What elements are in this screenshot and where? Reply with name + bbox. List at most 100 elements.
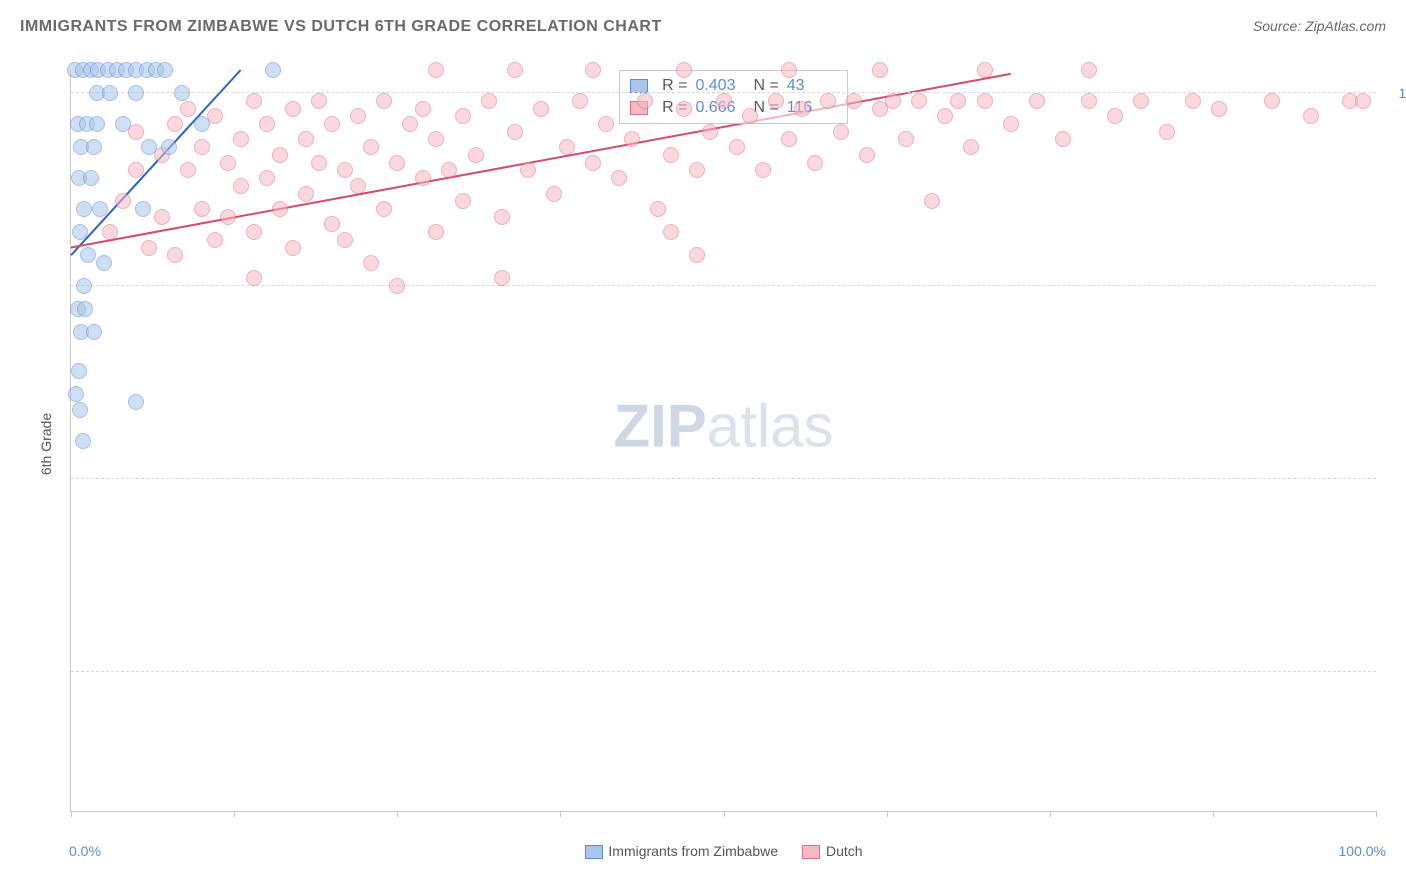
data-point <box>135 201 151 217</box>
data-point <box>494 209 510 225</box>
x-tick <box>887 811 888 817</box>
data-point <box>1264 93 1280 109</box>
data-point <box>72 224 88 240</box>
x-tick <box>1376 811 1377 817</box>
data-point <box>96 255 112 271</box>
data-point <box>520 162 536 178</box>
data-point <box>650 201 666 217</box>
data-point <box>72 402 88 418</box>
data-point <box>207 232 223 248</box>
data-point <box>161 139 177 155</box>
data-point <box>702 124 718 140</box>
data-point <box>676 62 692 78</box>
data-point <box>977 93 993 109</box>
x-tick <box>724 811 725 817</box>
data-point <box>265 62 281 78</box>
legend-swatch <box>584 845 602 859</box>
data-point <box>115 193 131 209</box>
x-axis-max-label: 100.0% <box>1339 843 1386 859</box>
data-point <box>572 93 588 109</box>
data-point <box>75 433 91 449</box>
data-point <box>174 85 190 101</box>
y-axis-label: 6th Grade <box>38 412 54 474</box>
data-point <box>194 139 210 155</box>
data-point <box>83 170 99 186</box>
data-point <box>937 108 953 124</box>
data-point <box>507 124 523 140</box>
data-point <box>729 139 745 155</box>
data-point <box>350 108 366 124</box>
chart-area: 6th Grade ZIPatlas R =0.403N =43R =0.666… <box>20 55 1376 832</box>
data-point <box>885 93 901 109</box>
data-point <box>820 93 836 109</box>
data-point <box>768 93 784 109</box>
legend-label: Immigrants from Zimbabwe <box>608 843 778 859</box>
data-point <box>598 116 614 132</box>
y-tick-label: 100.0% <box>1386 85 1406 101</box>
data-point <box>872 62 888 78</box>
gridline: 95.0% <box>71 478 1376 479</box>
y-tick-label: 97.5% <box>1386 278 1406 294</box>
data-point <box>663 147 679 163</box>
data-point <box>428 224 444 240</box>
x-tick <box>1050 811 1051 817</box>
data-point <box>455 193 471 209</box>
data-point <box>807 155 823 171</box>
data-point <box>781 131 797 147</box>
gridline: 97.5% <box>71 285 1376 286</box>
data-point <box>494 270 510 286</box>
data-point <box>337 162 353 178</box>
data-point <box>337 232 353 248</box>
data-point <box>507 62 523 78</box>
data-point <box>76 278 92 294</box>
data-point <box>585 155 601 171</box>
data-point <box>350 178 366 194</box>
data-point <box>663 224 679 240</box>
data-point <box>68 386 84 402</box>
data-point <box>86 324 102 340</box>
data-point <box>246 224 262 240</box>
data-point <box>92 201 108 217</box>
data-point <box>86 139 102 155</box>
x-tick <box>234 811 235 817</box>
data-point <box>298 186 314 202</box>
data-point <box>76 201 92 217</box>
data-point <box>624 131 640 147</box>
data-point <box>1003 116 1019 132</box>
data-point <box>272 147 288 163</box>
data-point <box>1107 108 1123 124</box>
data-point <box>246 93 262 109</box>
data-point <box>272 201 288 217</box>
data-point <box>80 247 96 263</box>
x-tick <box>71 811 72 817</box>
data-point <box>115 116 131 132</box>
data-point <box>102 85 118 101</box>
data-point <box>977 62 993 78</box>
data-point <box>259 170 275 186</box>
data-point <box>533 101 549 117</box>
data-point <box>1133 93 1149 109</box>
data-point <box>285 101 301 117</box>
data-point <box>180 162 196 178</box>
chart-title: IMMIGRANTS FROM ZIMBABWE VS DUTCH 6TH GR… <box>20 18 662 36</box>
data-point <box>963 139 979 155</box>
data-point <box>846 93 862 109</box>
data-point <box>950 93 966 109</box>
data-point <box>128 85 144 101</box>
watermark: ZIPatlas <box>613 391 833 460</box>
x-tick <box>397 811 398 817</box>
data-point <box>468 147 484 163</box>
data-point <box>1303 108 1319 124</box>
data-point <box>363 139 379 155</box>
data-point <box>220 155 236 171</box>
data-point <box>676 101 692 117</box>
data-point <box>157 62 173 78</box>
data-point <box>611 170 627 186</box>
data-point <box>428 131 444 147</box>
data-point <box>259 116 275 132</box>
data-point <box>455 108 471 124</box>
data-point <box>481 93 497 109</box>
data-point <box>141 139 157 155</box>
data-point <box>324 116 340 132</box>
data-point <box>233 131 249 147</box>
